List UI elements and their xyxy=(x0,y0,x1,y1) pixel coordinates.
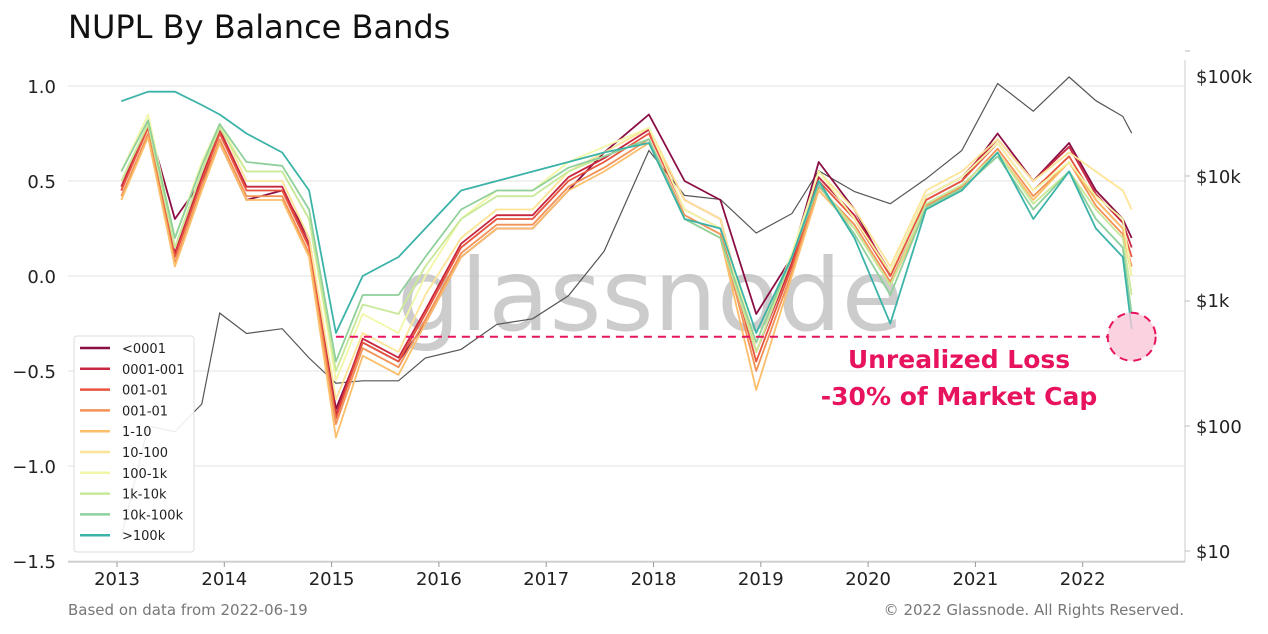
y-right-tick-label: $100k xyxy=(1196,67,1253,88)
x-axis: 2013 2014 2015 2016 2017 2018 2019 2020 2021 2022 xyxy=(94,562,1106,590)
series-lines xyxy=(120,76,1133,537)
x-tick-label: 2017 xyxy=(523,569,569,590)
series-line xyxy=(120,90,1133,334)
legend-label: 1k-10k xyxy=(122,488,167,503)
x-tick-label: 2013 xyxy=(94,569,140,590)
y-tick-label: −0.5 xyxy=(12,362,56,383)
series-line xyxy=(120,126,1133,420)
legend-label: 0001-001 xyxy=(122,363,185,378)
series-line xyxy=(120,132,1133,426)
y-right-tick-label: $100 xyxy=(1196,417,1242,438)
footer-left: Based on data from 2022-06-19 xyxy=(68,601,308,619)
y-left-axis: 1.0 0.5 0.0 −0.5 −1.0 −1.5 xyxy=(12,77,56,573)
x-tick-label: 2015 xyxy=(309,569,355,590)
y-right-tick-label: $1k xyxy=(1196,291,1230,312)
legend-label: 001-01 xyxy=(122,384,168,399)
price-line xyxy=(120,76,1133,537)
highlight-circle xyxy=(1106,311,1157,362)
footer-right: © 2022 Glassnode. All Rights Reserved. xyxy=(884,601,1184,619)
legend: <0001 0001-001 001-01 001-01 1-10 10-100 100-1… xyxy=(73,335,195,553)
annotation-line2: -30% of Market Cap xyxy=(821,382,1097,411)
series-line xyxy=(120,119,1133,363)
x-tick-label: 2016 xyxy=(416,569,462,590)
x-tick-label: 2019 xyxy=(738,569,784,590)
y-right-tick-label: $10k xyxy=(1196,167,1241,188)
legend-label: >100k xyxy=(122,529,166,544)
legend-label: 10-100 xyxy=(122,446,168,461)
series-line xyxy=(120,123,1133,416)
y-right-axis: $100k $10k $1k $100 $10 xyxy=(1185,50,1253,563)
legend-label: 10k-100k xyxy=(122,508,184,523)
annotation xyxy=(335,311,1157,362)
x-tick-label: 2021 xyxy=(952,569,998,590)
y-tick-label: 0.0 xyxy=(27,267,56,288)
legend-label: <0001 xyxy=(122,342,166,357)
legend-label: 1-10 xyxy=(122,425,152,440)
annotation-line1: Unrealized Loss xyxy=(848,345,1070,374)
y-right-tick-label: $10 xyxy=(1196,542,1230,563)
x-tick-label: 2022 xyxy=(1060,569,1106,590)
legend-label: 001-01 xyxy=(122,404,168,419)
x-tick-label: 2014 xyxy=(201,569,247,590)
x-tick-label: 2020 xyxy=(845,569,891,590)
chart-title: NUPL By Balance Bands xyxy=(68,8,450,46)
y-tick-label: −1.5 xyxy=(12,552,56,573)
y-tick-label: 0.5 xyxy=(27,172,56,193)
y-tick-label: −1.0 xyxy=(12,457,56,478)
watermark: glassnode xyxy=(397,237,903,354)
legend-label: 100-1k xyxy=(122,467,168,482)
y-tick-label: 1.0 xyxy=(27,77,56,98)
x-tick-label: 2018 xyxy=(631,569,677,590)
